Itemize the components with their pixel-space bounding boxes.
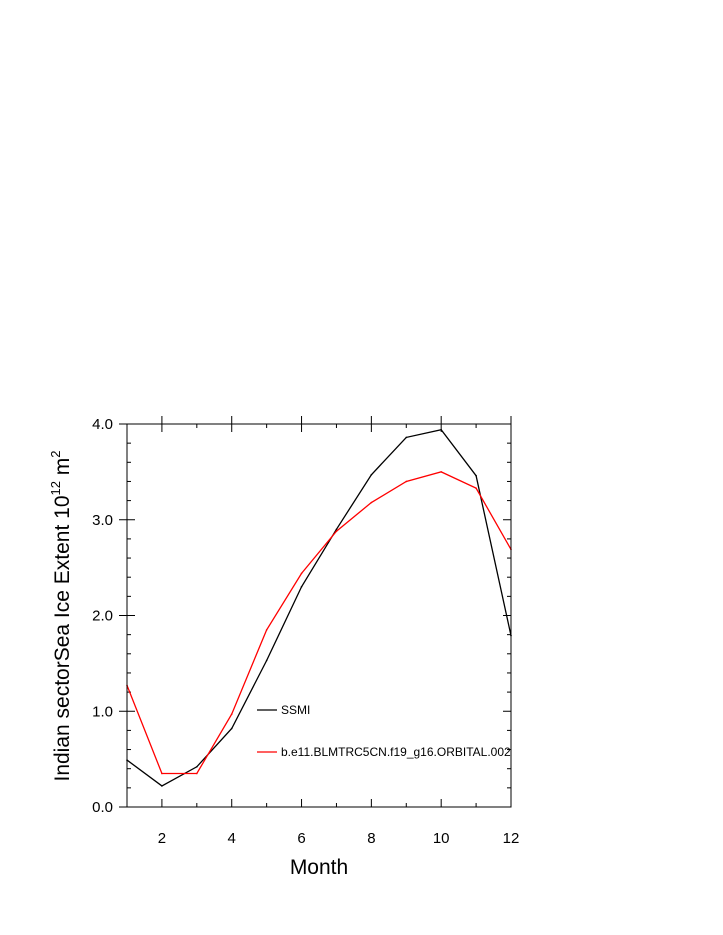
x-axis-title: Month: [290, 856, 348, 879]
series-line-1: [126, 471, 512, 775]
data-point: [440, 471, 442, 473]
x-tick-label: 12: [503, 830, 520, 847]
y-axis-title-main: Indian sectorSea Ice Extent 10: [51, 496, 74, 782]
y-tick-label: 4.0: [92, 416, 113, 433]
data-point: [300, 572, 303, 575]
data-point: [335, 528, 338, 531]
data-point: [440, 428, 442, 431]
series-line-0: [126, 429, 512, 787]
x-tick-label: 8: [367, 830, 375, 847]
data-point: [230, 727, 233, 730]
data-point: [196, 765, 198, 768]
y-tick-label: 2.0: [92, 608, 113, 625]
data-point: [265, 629, 268, 631]
data-point: [405, 436, 408, 439]
data-point: [370, 501, 373, 504]
data-point: [475, 474, 477, 477]
y-axis-title-unit: m: [51, 458, 74, 481]
data-point: [370, 473, 373, 476]
legend-label-model: b.e11.BLMTRC5CN.f19_g16.ORBITAL.002: [281, 745, 511, 759]
y-tick-label: 3.0: [92, 512, 113, 529]
y-axis-title-exponent: 12: [48, 481, 63, 495]
data-point: [300, 585, 303, 588]
y-tick-labels: 0.0 1.0 2.0 3.0 4.0: [92, 416, 113, 816]
data-point: [161, 772, 163, 775]
data-point: [475, 487, 477, 489]
plot-frame: [126, 423, 512, 808]
data-point: [265, 659, 268, 662]
data-point: [196, 772, 198, 775]
data-point: [230, 713, 233, 715]
y-tick-label: 1.0: [92, 703, 113, 720]
x-tick-label: 4: [228, 830, 236, 847]
x-tick-labels: 2 4 6 8 10 12: [158, 830, 520, 847]
x-tick-label: 10: [433, 830, 450, 847]
data-point: [335, 530, 338, 533]
series-lines: [126, 428, 512, 787]
y-axis-title-unit-exponent: 2: [48, 450, 63, 457]
data-point: [405, 480, 408, 483]
x-tick-label: 2: [158, 830, 166, 847]
x-tick-label: 6: [297, 830, 305, 847]
y-tick-label: 0.0: [92, 799, 113, 816]
legend: SSMI b.e11.BLMTRC5CN.f19_g16.ORBITAL.002: [257, 703, 511, 759]
legend-label-ssmi: SSMI: [281, 703, 310, 717]
y-axis-title: Indian sectorSea Ice Extent 1012 m2: [48, 450, 74, 781]
data-point: [161, 785, 163, 787]
